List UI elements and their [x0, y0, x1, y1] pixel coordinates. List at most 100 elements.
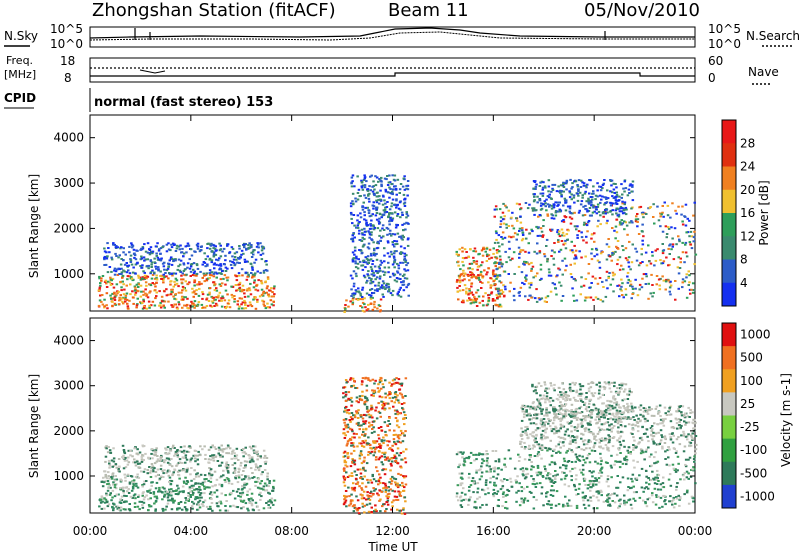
- echo-cell: [349, 500, 353, 503]
- echo-cell: [542, 225, 545, 227]
- echo-cell: [468, 262, 472, 265]
- echo-cell: [378, 234, 381, 237]
- echo-cell: [623, 494, 626, 497]
- echo-cell: [540, 486, 544, 489]
- echo-cell: [342, 428, 346, 431]
- echo-cell: [500, 292, 504, 295]
- echo-cell: [671, 202, 674, 205]
- echo-cell: [367, 497, 370, 500]
- echo-cell: [537, 297, 541, 300]
- echo-cell: [631, 288, 635, 290]
- echo-cell: [366, 255, 370, 258]
- echo-cell: [156, 458, 160, 461]
- echo-cell: [501, 211, 505, 214]
- echo-cell: [550, 213, 553, 216]
- echo-cell: [389, 229, 392, 232]
- echo-cell: [513, 467, 517, 470]
- echo-cell: [371, 389, 374, 392]
- echo-cell: [208, 247, 212, 250]
- echo-cell: [395, 377, 398, 380]
- echo-cell: [198, 499, 202, 502]
- echo-cell: [123, 452, 127, 455]
- echo-cell: [267, 504, 270, 506]
- echo-cell: [240, 474, 244, 476]
- echo-cell: [133, 447, 136, 450]
- echo-cell: [548, 205, 551, 208]
- echo-cell: [480, 249, 484, 252]
- echo-cell: [257, 467, 260, 470]
- echo-cell: [168, 272, 171, 274]
- echo-cell: [604, 295, 608, 298]
- echo-cell: [685, 296, 689, 299]
- echo-cell: [518, 203, 521, 206]
- echo-cell: [203, 306, 207, 309]
- echo-cell: [403, 512, 407, 515]
- echo-cell: [115, 283, 119, 286]
- echo-cell: [519, 215, 522, 218]
- echo-cell: [188, 445, 191, 448]
- date-title: 05/Nov/2010: [584, 0, 700, 21]
- echo-cell: [112, 286, 116, 289]
- echo-cell: [383, 421, 387, 424]
- echo-cell: [123, 450, 126, 453]
- echo-cell: [640, 211, 644, 214]
- echo-cell: [174, 277, 178, 280]
- echo-cell: [155, 295, 158, 298]
- echo-cell: [658, 288, 662, 291]
- echo-cell: [623, 190, 626, 193]
- echo-cell: [675, 243, 678, 246]
- echo-cell: [459, 476, 463, 479]
- echo-cell: [367, 197, 371, 200]
- echo-cell: [361, 251, 364, 254]
- echo-cell: [396, 413, 400, 416]
- echo-cell: [616, 460, 619, 463]
- echo-cell: [490, 256, 493, 259]
- echo-cell: [110, 477, 114, 480]
- echo-cell: [403, 434, 406, 437]
- echo-cell: [530, 461, 533, 463]
- echo-cell: [382, 386, 385, 389]
- echo-cell: [577, 211, 581, 214]
- echo-cell: [361, 478, 364, 480]
- echo-cell: [106, 280, 110, 283]
- echo-cell: [686, 217, 689, 220]
- echo-cell: [618, 221, 622, 224]
- echo-cell: [390, 190, 394, 193]
- echo-cell: [694, 253, 698, 256]
- echo-cell: [356, 509, 359, 512]
- echo-cell: [208, 293, 211, 296]
- echo-cell: [158, 478, 161, 481]
- echo-cell: [372, 292, 376, 294]
- echo-cell: [196, 267, 200, 270]
- echo-cell: [380, 183, 383, 186]
- echo-cell: [342, 451, 346, 454]
- echo-cell: [487, 492, 490, 495]
- echo-cell: [366, 246, 370, 249]
- echo-cell: [525, 228, 528, 231]
- echo-cell: [347, 455, 350, 458]
- echo-cell: [546, 213, 549, 216]
- echo-cell: [151, 457, 154, 460]
- echo-cell: [584, 204, 587, 207]
- echo-cell: [489, 470, 492, 473]
- echo-cell: [648, 497, 651, 500]
- echo-cell: [455, 453, 459, 456]
- echo-cell: [491, 298, 495, 300]
- echo-cell: [158, 304, 161, 307]
- echo-cell: [387, 261, 390, 264]
- echo-cell: [385, 284, 388, 287]
- echo-cell: [505, 223, 508, 226]
- echo-cell: [509, 477, 512, 480]
- echo-cell: [568, 191, 572, 194]
- echo-cell: [188, 486, 192, 489]
- echo-cell: [244, 452, 248, 455]
- echo-cell: [399, 208, 402, 211]
- echo-cell: [380, 439, 383, 442]
- echo-cell: [480, 475, 483, 478]
- echo-cell: [393, 429, 396, 432]
- echo-cell: [224, 289, 228, 292]
- echo-cell: [590, 248, 594, 251]
- colorbar-segment: [722, 259, 736, 284]
- echo-cell: [233, 497, 237, 500]
- echo-cell: [576, 192, 579, 195]
